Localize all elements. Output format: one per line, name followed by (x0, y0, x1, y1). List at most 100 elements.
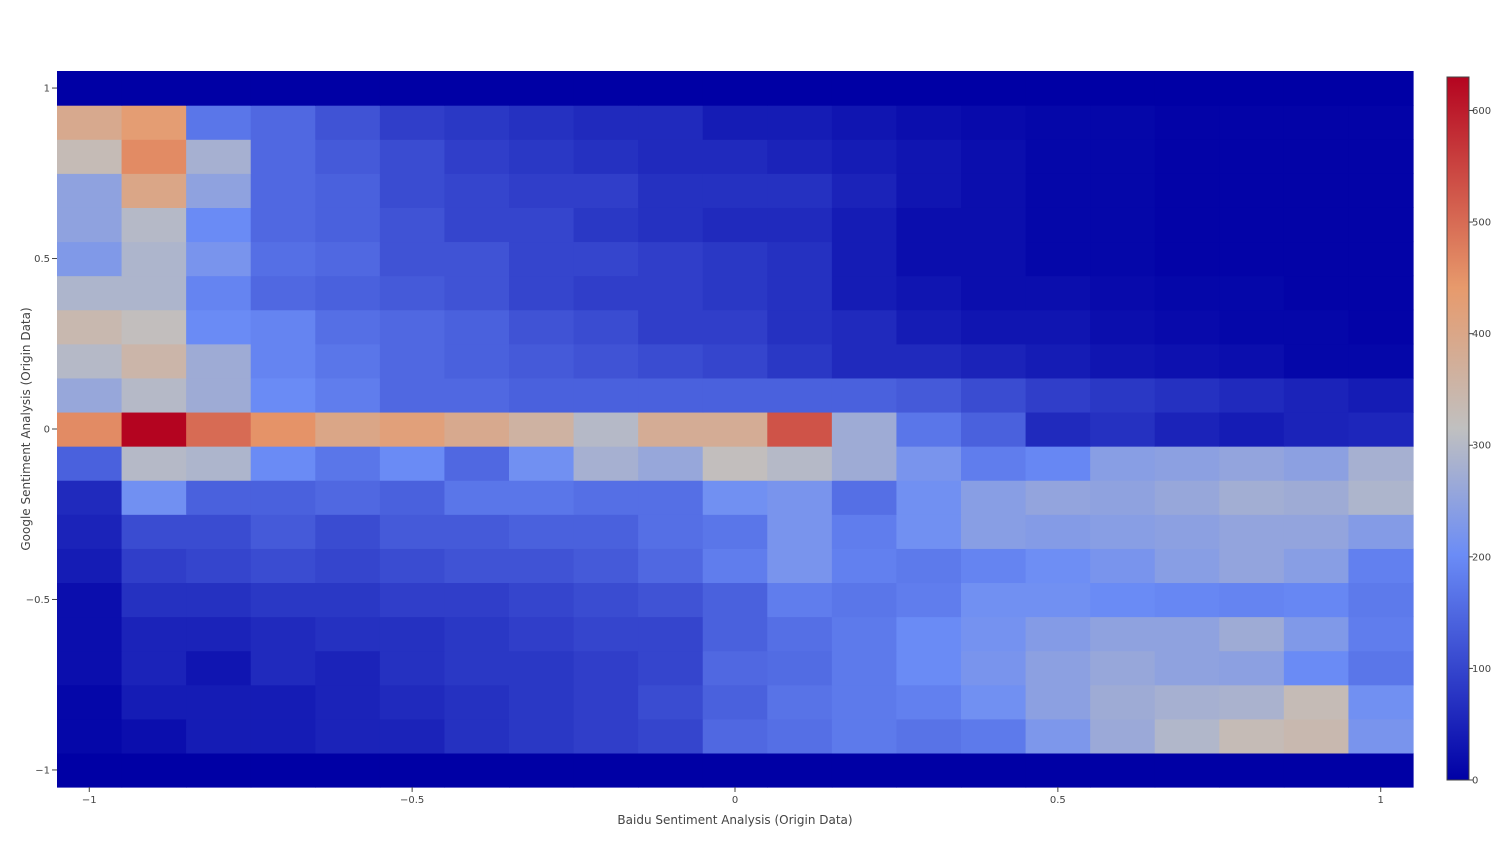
heatmap-cell (509, 684, 575, 720)
heatmap-cell (121, 377, 187, 413)
heatmap-cell (509, 411, 575, 447)
heatmap-cell (1154, 173, 1220, 208)
heatmap-cell (573, 71, 639, 106)
heatmap-cell (702, 514, 768, 549)
heatmap-cell (831, 684, 898, 720)
heatmap-cell (961, 309, 1027, 345)
heatmap-cell (1219, 309, 1285, 345)
heatmap-cell (1219, 71, 1285, 106)
heatmap-cell (1025, 343, 1091, 379)
heatmap-cell (1090, 616, 1156, 652)
heatmap-cell (1348, 616, 1414, 652)
colorbar-gradient (1446, 76, 1470, 781)
heatmap-cell (250, 173, 316, 208)
y-tick-label: 0 (44, 425, 50, 436)
heatmap-cell (831, 105, 898, 140)
heatmap-cell (379, 514, 446, 549)
heatmap-cell (379, 411, 446, 447)
heatmap-cell (1219, 173, 1285, 208)
heatmap-cell (509, 275, 575, 311)
heatmap-cell (1219, 446, 1285, 481)
heatmap-cell (573, 548, 639, 584)
heatmap-cell (444, 752, 510, 788)
heatmap-cell (1348, 548, 1414, 584)
heatmap-cell (250, 309, 316, 345)
heatmap-cell (186, 548, 252, 584)
heatmap-cell (831, 309, 898, 345)
heatmap-cell (767, 207, 833, 243)
heatmap-cell (1090, 343, 1156, 379)
heatmap-cell (1283, 446, 1350, 481)
heatmap-cell (315, 718, 381, 754)
heatmap-cell (1348, 139, 1414, 174)
heatmap-cell (250, 343, 316, 379)
heatmap-cell (1283, 275, 1350, 311)
heatmap-cell (573, 411, 639, 447)
heatmap-cell (186, 71, 252, 106)
heatmap-cell (1025, 241, 1091, 277)
heatmap-cell (1219, 207, 1285, 243)
heatmap-cell (1025, 173, 1091, 208)
heatmap-cell (573, 514, 639, 549)
heatmap-cell (186, 650, 252, 686)
heatmap-cell (702, 616, 768, 652)
heatmap-cell (767, 514, 833, 549)
heatmap-cell (961, 207, 1027, 243)
heatmap-cell (1025, 139, 1091, 174)
heatmap-cell (573, 343, 639, 379)
heatmap-cell (186, 105, 252, 140)
heatmap-cell (573, 480, 639, 515)
heatmap-cell (1025, 582, 1091, 618)
heatmap-cell (121, 752, 187, 788)
heatmap-cell (250, 446, 316, 481)
heatmap-cell (896, 480, 962, 515)
heatmap-cell (1154, 139, 1220, 174)
heatmap-cell (315, 752, 381, 788)
heatmap-cell (961, 650, 1027, 686)
heatmap-cell (444, 309, 510, 345)
heatmap-cell (509, 582, 575, 618)
y-tick-label: −0.5 (26, 595, 50, 606)
heatmap-cell (444, 377, 510, 413)
heatmap-cell (702, 343, 768, 379)
heatmap-cell (1348, 718, 1414, 754)
heatmap-cell (1283, 684, 1350, 720)
heatmap-cell (57, 684, 123, 720)
heatmap-cell (1283, 207, 1350, 243)
heatmap-cell (1219, 241, 1285, 277)
heatmap-cell (1283, 548, 1350, 584)
heatmap-cell (702, 446, 768, 481)
heatmap-cell (315, 71, 381, 106)
heatmap-cell (896, 343, 962, 379)
heatmap-cell (250, 105, 316, 140)
heatmap-cell (961, 582, 1027, 618)
heatmap-cell (1025, 105, 1091, 140)
heatmap-cell (1154, 718, 1220, 754)
heatmap-cell (573, 718, 639, 754)
heatmap-cell (250, 480, 316, 515)
heatmap-cell (1283, 105, 1350, 140)
heatmap-cell (638, 105, 704, 140)
heatmap-cell (1090, 139, 1156, 174)
heatmap-cell (1348, 207, 1414, 243)
heatmap-cell (702, 207, 768, 243)
heatmap-cell (573, 616, 639, 652)
heatmap-cell (315, 616, 381, 652)
heatmap-cell (509, 616, 575, 652)
heatmap-cell (315, 105, 381, 140)
heatmap-cell (186, 241, 252, 277)
heatmap-cell (1283, 377, 1350, 413)
heatmap-cell (1219, 548, 1285, 584)
heatmap-cell (1154, 105, 1220, 140)
heatmap-cell (831, 411, 898, 447)
heatmap-cell (1090, 514, 1156, 549)
heatmap-cell (638, 718, 704, 754)
heatmap-cell (315, 650, 381, 686)
colorbar-tick-label: 100 (1472, 664, 1491, 675)
heatmap-cell (896, 241, 962, 277)
heatmap-cell (509, 71, 575, 106)
heatmap-cell (896, 514, 962, 549)
heatmap-cell (1025, 207, 1091, 243)
heatmap-cell (961, 684, 1027, 720)
heatmap-cell (444, 718, 510, 754)
